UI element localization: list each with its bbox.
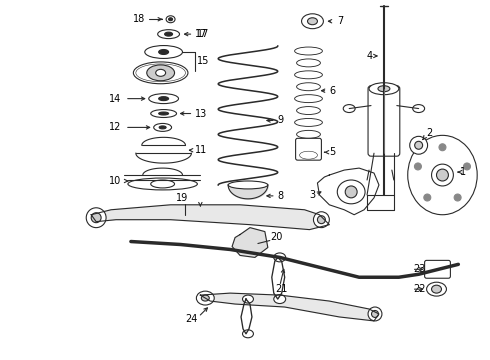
Text: 21: 21 xyxy=(275,284,287,294)
Text: 6: 6 xyxy=(329,86,336,96)
Ellipse shape xyxy=(166,16,175,23)
Ellipse shape xyxy=(158,30,179,39)
Ellipse shape xyxy=(296,83,320,91)
Text: 2: 2 xyxy=(427,129,433,138)
Text: 18: 18 xyxy=(133,14,145,24)
Ellipse shape xyxy=(415,163,421,170)
Ellipse shape xyxy=(318,216,325,224)
Text: 1: 1 xyxy=(460,167,466,177)
Ellipse shape xyxy=(159,126,166,129)
Ellipse shape xyxy=(378,86,390,92)
Ellipse shape xyxy=(337,180,365,204)
Ellipse shape xyxy=(437,169,448,181)
Ellipse shape xyxy=(368,307,382,321)
Ellipse shape xyxy=(294,118,322,126)
Ellipse shape xyxy=(169,18,172,21)
Ellipse shape xyxy=(415,141,422,149)
Ellipse shape xyxy=(308,18,318,25)
Ellipse shape xyxy=(147,65,174,81)
Ellipse shape xyxy=(196,291,214,305)
Ellipse shape xyxy=(413,105,425,113)
Ellipse shape xyxy=(154,123,172,131)
Ellipse shape xyxy=(432,164,453,186)
Ellipse shape xyxy=(439,144,446,151)
Ellipse shape xyxy=(294,71,322,79)
Polygon shape xyxy=(232,228,268,257)
Ellipse shape xyxy=(296,59,320,67)
Ellipse shape xyxy=(149,94,178,104)
Polygon shape xyxy=(91,205,329,230)
Ellipse shape xyxy=(159,112,169,115)
FancyBboxPatch shape xyxy=(295,138,321,160)
Text: 12: 12 xyxy=(109,122,122,132)
Text: 17: 17 xyxy=(197,29,210,39)
Ellipse shape xyxy=(427,282,446,296)
Ellipse shape xyxy=(296,107,320,114)
Ellipse shape xyxy=(243,330,253,338)
Ellipse shape xyxy=(86,208,106,228)
Ellipse shape xyxy=(151,109,176,117)
FancyBboxPatch shape xyxy=(368,86,400,156)
Ellipse shape xyxy=(410,136,428,154)
Ellipse shape xyxy=(294,95,322,103)
Ellipse shape xyxy=(345,186,357,198)
Text: 8: 8 xyxy=(278,191,284,201)
Ellipse shape xyxy=(243,295,253,303)
Text: 24: 24 xyxy=(185,314,198,324)
Ellipse shape xyxy=(294,47,322,55)
Ellipse shape xyxy=(408,135,477,215)
Ellipse shape xyxy=(424,194,431,201)
Ellipse shape xyxy=(159,96,169,100)
Text: 11: 11 xyxy=(196,145,208,155)
Text: 13: 13 xyxy=(196,108,208,118)
Ellipse shape xyxy=(432,285,441,293)
Ellipse shape xyxy=(274,253,286,262)
Text: 19: 19 xyxy=(175,193,188,203)
Ellipse shape xyxy=(165,32,172,36)
FancyBboxPatch shape xyxy=(425,260,450,278)
Text: 14: 14 xyxy=(109,94,122,104)
Ellipse shape xyxy=(159,50,169,54)
Text: 22: 22 xyxy=(414,284,426,294)
Ellipse shape xyxy=(156,69,166,76)
Text: 4: 4 xyxy=(367,51,373,61)
Ellipse shape xyxy=(314,212,329,228)
Ellipse shape xyxy=(296,130,320,138)
Ellipse shape xyxy=(128,178,197,190)
Ellipse shape xyxy=(151,180,174,188)
Polygon shape xyxy=(200,293,379,321)
Text: 23: 23 xyxy=(414,264,426,274)
Ellipse shape xyxy=(301,14,323,29)
Text: 7: 7 xyxy=(337,16,343,26)
Ellipse shape xyxy=(133,62,188,84)
Ellipse shape xyxy=(228,181,268,189)
Ellipse shape xyxy=(299,151,318,159)
Ellipse shape xyxy=(343,105,355,113)
Ellipse shape xyxy=(369,83,399,95)
Ellipse shape xyxy=(145,46,182,58)
Ellipse shape xyxy=(464,163,470,170)
Text: 3: 3 xyxy=(310,190,316,200)
Ellipse shape xyxy=(201,295,209,301)
Ellipse shape xyxy=(91,213,101,223)
Ellipse shape xyxy=(274,294,286,303)
Text: 9: 9 xyxy=(278,116,284,126)
Ellipse shape xyxy=(454,194,461,201)
Text: 20: 20 xyxy=(270,231,282,242)
Text: 5: 5 xyxy=(329,147,336,157)
Ellipse shape xyxy=(371,310,378,318)
Text: 15: 15 xyxy=(197,56,210,66)
Text: 17: 17 xyxy=(196,29,208,39)
Text: 10: 10 xyxy=(109,176,122,186)
